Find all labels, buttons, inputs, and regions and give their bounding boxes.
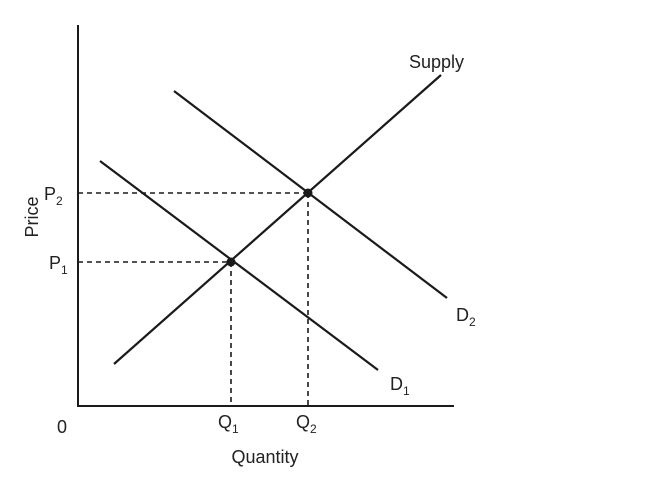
demand2-label: D2 <box>456 305 476 329</box>
equilibrium-point-1 <box>226 257 236 267</box>
y-axis-title: Price <box>22 196 42 237</box>
quantity-label-q1: Q1 <box>218 412 239 436</box>
demand1-curve <box>99 160 379 371</box>
supply-label: Supply <box>409 52 464 72</box>
supply-curve <box>113 74 442 365</box>
price-label-p1: P1 <box>49 253 68 277</box>
quantity-label-q2: Q2 <box>296 412 317 436</box>
price-label-p2: P2 <box>44 184 63 208</box>
origin-label: 0 <box>57 417 67 437</box>
x-axis-title: Quantity <box>231 447 298 467</box>
demand1-label: D1 <box>390 374 410 398</box>
equilibrium-point-2 <box>303 188 313 198</box>
